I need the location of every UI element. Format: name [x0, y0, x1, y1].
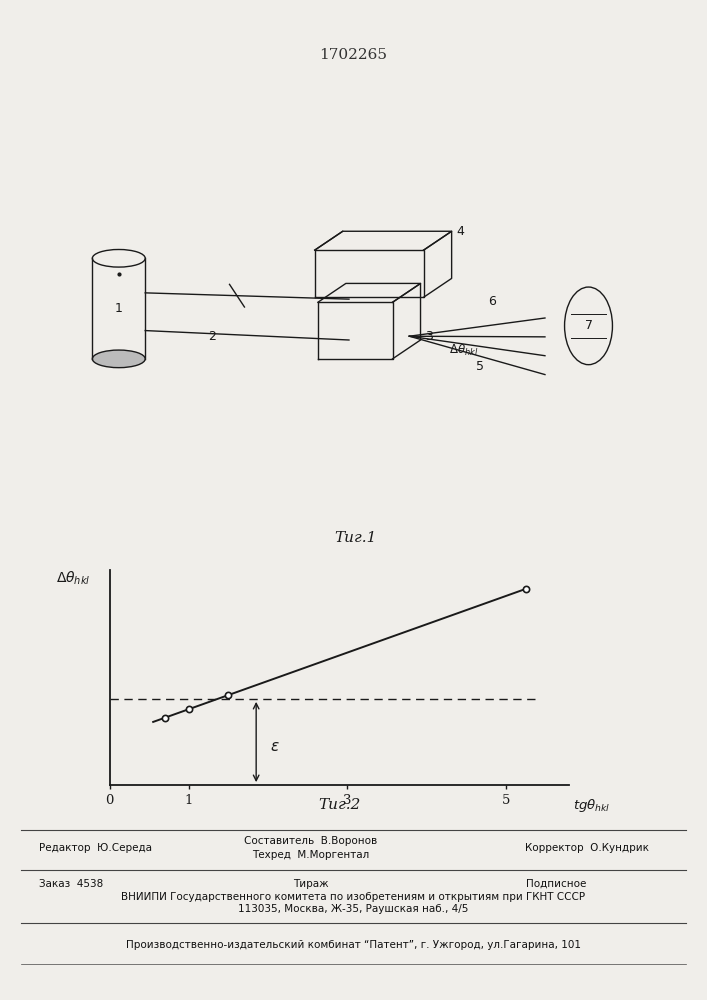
Text: $\Delta\theta_{hkl}$: $\Delta\theta_{hkl}$	[448, 343, 478, 358]
Text: Подписное: Подписное	[527, 879, 587, 889]
Text: 2: 2	[208, 330, 216, 343]
Text: 6: 6	[488, 295, 496, 308]
Text: 4: 4	[457, 225, 464, 238]
Text: Тираж: Тираж	[293, 879, 329, 889]
Text: Τиг.2: Τиг.2	[318, 798, 361, 812]
Text: Редактор  Ю.Середа: Редактор Ю.Середа	[39, 843, 152, 853]
Text: 3: 3	[426, 330, 433, 343]
Text: 1: 1	[115, 302, 123, 315]
Text: 113035, Москва, Ж-35, Раушская наб., 4/5: 113035, Москва, Ж-35, Раушская наб., 4/5	[238, 904, 469, 914]
Text: 5: 5	[476, 360, 484, 373]
Text: $tg\theta_{hkl}$: $tg\theta_{hkl}$	[573, 797, 611, 814]
Text: Заказ  4538: Заказ 4538	[39, 879, 103, 889]
Text: ВНИИПИ Государственного комитета по изобретениям и открытиям при ГКНТ СССР: ВНИИПИ Государственного комитета по изоб…	[122, 892, 585, 902]
Y-axis label: $\Delta\theta_{hkl}$: $\Delta\theta_{hkl}$	[56, 570, 90, 587]
Text: Производственно-издательский комбинат “Патент”, г. Ужгород, ул.Гагарина, 101: Производственно-издательский комбинат “П…	[126, 940, 581, 950]
Ellipse shape	[93, 350, 145, 368]
Text: $\varepsilon$: $\varepsilon$	[270, 739, 280, 754]
Text: Техред  М.Моргентал: Техред М.Моргентал	[252, 850, 370, 860]
Text: Составитель  В.Воронов: Составитель В.Воронов	[245, 836, 378, 846]
Text: 7: 7	[585, 319, 592, 332]
Text: Τиг.1: Τиг.1	[334, 531, 376, 545]
Text: Корректор  О.Кундрик: Корректор О.Кундрик	[525, 843, 649, 853]
Text: 1702265: 1702265	[320, 48, 387, 62]
